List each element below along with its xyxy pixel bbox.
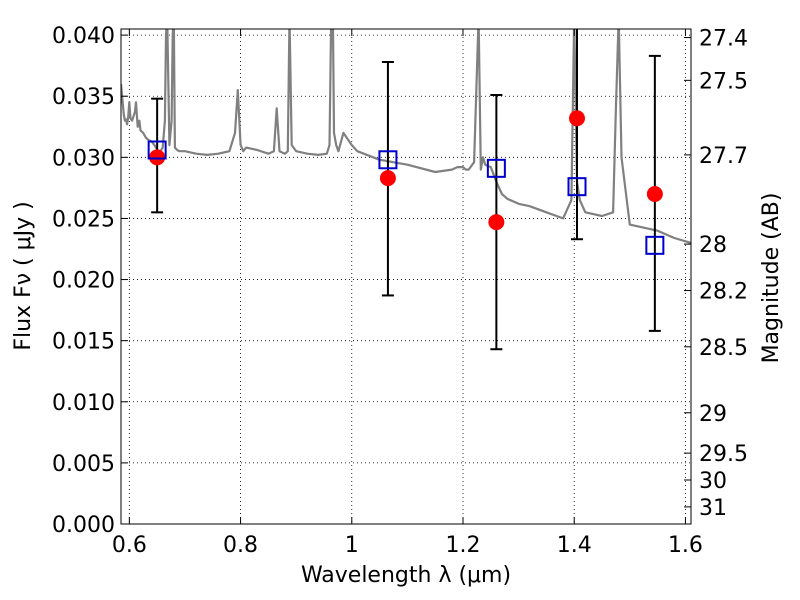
observed-point <box>569 110 585 127</box>
model-point <box>378 150 398 170</box>
right-tick-label: 27.5 <box>699 69 748 94</box>
observed-points <box>149 110 663 231</box>
observed-point <box>646 186 663 202</box>
y-tick-label: 0.020 <box>52 269 115 294</box>
plot-frame <box>120 28 692 525</box>
x-tick-label: 0.6 <box>112 533 147 558</box>
model-point <box>567 177 587 197</box>
y-tick-label: 0.000 <box>52 513 115 538</box>
y-tick-label: 0.005 <box>52 452 115 477</box>
x-tick-label: 1.2 <box>446 533 481 558</box>
x-tick-label: 0.8 <box>223 533 258 558</box>
model-point <box>645 235 665 255</box>
right-tick-label: 27.4 <box>699 27 748 52</box>
right-tick-label: 29.5 <box>699 442 748 467</box>
model-point <box>486 158 506 178</box>
right-tick-label: 28.5 <box>699 336 748 361</box>
y-axis-ticks: 0.000 0.005 0.010 0.015 0.020 0.025 0.030 0.035… <box>52 24 128 538</box>
right-tick-label: 27.7 <box>699 144 748 169</box>
right-tick-label: 28 <box>699 233 727 258</box>
observed-point <box>488 214 505 231</box>
model-points <box>147 140 665 255</box>
right-tick-label: 28.2 <box>699 280 748 305</box>
y-tick-label: 0.035 <box>52 85 115 110</box>
right-tick-label: 31 <box>699 496 727 521</box>
y-tick-label: 0.040 <box>52 24 115 49</box>
x-tick-label: 1.6 <box>668 533 703 558</box>
y-tick-label: 0.015 <box>52 330 115 355</box>
right-tick-label: 30 <box>699 469 727 494</box>
x-tick-label: 1.4 <box>557 533 592 558</box>
x-axis-ticks: 0.6 0.8 1 1.2 1.4 1.6 <box>112 29 703 558</box>
x-axis-label: Wavelength λ (μm) <box>301 563 511 588</box>
y-axis-label: Flux Fν ( μJy ) <box>11 201 36 350</box>
right-axis-label: Magnitude (AB) <box>759 193 784 364</box>
y-tick-label: 0.010 <box>52 391 115 416</box>
observed-point <box>379 170 396 187</box>
right-tick-label: 29 <box>699 402 727 427</box>
y-tick-label: 0.030 <box>52 146 115 171</box>
plot-background <box>121 29 691 524</box>
y-tick-label: 0.025 <box>52 207 115 232</box>
model-point <box>147 140 167 160</box>
x-tick-label: 1 <box>345 533 359 558</box>
observed-point <box>149 149 166 166</box>
